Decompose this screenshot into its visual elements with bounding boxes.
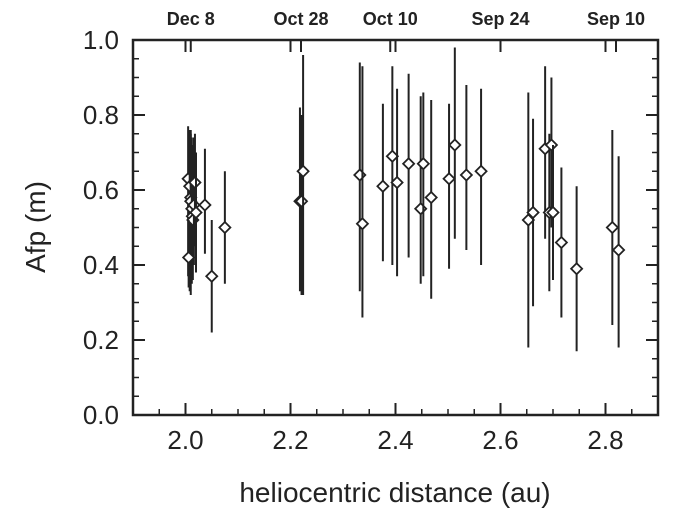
axis-labels: 2.0 2.2 2.4 2.6 2.8 0.0 0.2 0.4 0.6 0.8 1.0 Dec 8 Oc… — [83, 9, 645, 455]
y-tick-label: 0.4 — [83, 250, 119, 280]
y-tick-label: 0.2 — [83, 325, 119, 355]
date-label: Oct 28 — [273, 9, 328, 29]
data-point-diamond — [611, 243, 626, 257]
data-point-diamond — [401, 156, 416, 171]
data-point-diamond — [385, 149, 400, 164]
data-point-diamond — [554, 235, 569, 250]
data-point-diamond — [189, 205, 203, 220]
data-point-diamond — [353, 168, 367, 182]
y-tick-label: 0.6 — [83, 175, 119, 205]
x-tick-label: 2.8 — [587, 425, 623, 455]
x-tick-label: 2.4 — [377, 425, 413, 455]
x-tick-label: 2.6 — [482, 425, 518, 455]
axis-ticks — [132, 39, 659, 416]
data-point-diamond — [546, 205, 560, 220]
data-point-diamond — [296, 164, 310, 179]
date-label: Sep 24 — [471, 9, 529, 29]
data-point-diamond — [442, 171, 456, 186]
data-points — [181, 47, 626, 352]
y-tick-label: 0.8 — [83, 100, 119, 130]
date-label: Oct 10 — [363, 9, 418, 29]
y-axis-title: Afp (m) — [20, 181, 51, 273]
y-tick-label: 1.0 — [83, 25, 119, 55]
data-point-diamond — [544, 138, 559, 152]
data-point-diamond — [294, 194, 309, 209]
data-point-diamond — [181, 250, 196, 265]
data-point-diamond — [569, 261, 584, 276]
data-point-diamond — [355, 216, 370, 231]
data-point-diamond — [605, 220, 620, 235]
x-tick-label: 2.0 — [167, 425, 203, 455]
date-label: Dec 8 — [167, 9, 215, 29]
data-point-diamond — [526, 205, 540, 220]
data-point-diamond — [424, 190, 438, 205]
data-point-diamond — [459, 168, 474, 182]
data-point-diamond — [198, 198, 212, 212]
data-point-diamond — [448, 138, 462, 152]
data-point-diamond — [474, 164, 488, 179]
data-point-diamond — [413, 201, 428, 216]
x-axis-title: heliocentric distance (au) — [239, 477, 550, 508]
data-point-diamond — [416, 156, 431, 171]
data-point-diamond — [218, 220, 232, 235]
data-point-diamond — [204, 269, 219, 284]
date-label: Sep 10 — [587, 9, 645, 29]
data-point-diamond — [376, 179, 390, 194]
y-tick-label: 0.0 — [83, 400, 119, 430]
data-point-diamond — [390, 175, 404, 190]
x-tick-label: 2.2 — [272, 425, 308, 455]
data-point-diamond — [188, 175, 202, 190]
